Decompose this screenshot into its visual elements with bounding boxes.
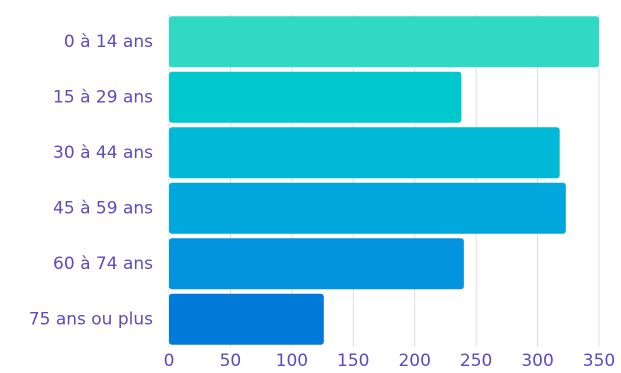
category-labels: 0 à 14 ans 15 à 29 ans 30 à 44 ans 45 à 59 … <box>29 32 153 330</box>
category-label: 45 à 59 ans <box>53 198 153 218</box>
bar <box>169 293 324 345</box>
x-tick-label: 150 <box>337 351 369 371</box>
gridlines <box>168 14 600 347</box>
x-tick-label: 350 <box>583 351 615 371</box>
bar <box>169 127 560 179</box>
x-tick-label: 250 <box>460 351 492 371</box>
category-label: 15 à 29 ans <box>53 87 153 107</box>
category-label: 30 à 44 ans <box>53 143 153 163</box>
x-axis-ticks: 0 50 100 150 200 250 300 350 <box>164 351 616 371</box>
x-tick-label: 200 <box>398 351 430 371</box>
bars <box>169 16 599 345</box>
bar <box>169 182 566 234</box>
x-tick-label: 0 <box>164 351 175 371</box>
bar <box>169 71 462 123</box>
category-label: 60 à 74 ans <box>53 254 153 274</box>
x-tick-label: 50 <box>220 351 242 371</box>
x-tick-label: 100 <box>276 351 308 371</box>
x-tick-label: 300 <box>521 351 553 371</box>
category-label: 0 à 14 ans <box>64 32 153 52</box>
bar <box>169 16 599 68</box>
bar <box>169 238 464 290</box>
category-label: 75 ans ou plus <box>29 309 153 329</box>
